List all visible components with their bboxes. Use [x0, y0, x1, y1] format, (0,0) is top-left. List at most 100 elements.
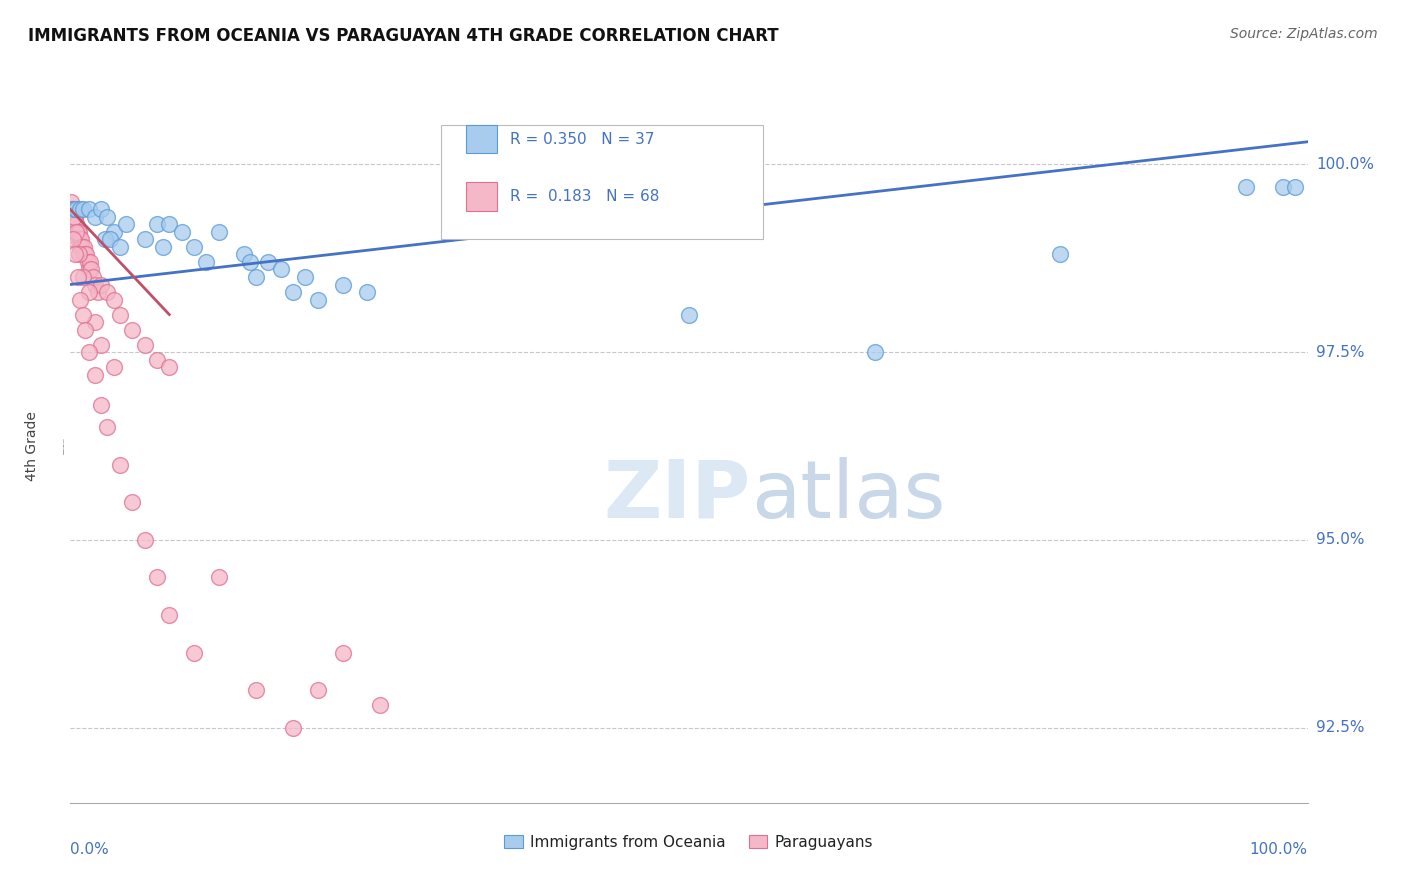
Point	[75, 247, 97, 261]
Point	[96, 210, 118, 224]
FancyBboxPatch shape	[441, 125, 763, 239]
Point	[1284, 179, 1306, 194]
Point	[70, 240, 93, 254]
Text: ZIP: ZIP	[603, 457, 751, 535]
Point	[69, 240, 91, 254]
Point	[79, 255, 101, 269]
Point	[146, 218, 169, 232]
Legend: Immigrants from Oceania, Paraguayans: Immigrants from Oceania, Paraguayans	[498, 829, 880, 855]
Point	[62, 232, 84, 246]
Point	[60, 202, 83, 217]
Point	[863, 345, 886, 359]
Point	[77, 345, 100, 359]
Point	[307, 293, 329, 307]
Point	[73, 240, 96, 254]
Point	[103, 360, 125, 375]
Point	[356, 285, 378, 299]
Point	[103, 293, 125, 307]
Point	[108, 458, 131, 472]
Point	[146, 352, 169, 367]
Point	[96, 285, 118, 299]
Point	[1271, 179, 1294, 194]
Point	[67, 225, 90, 239]
Point	[108, 240, 131, 254]
Point	[90, 277, 112, 292]
Text: 100.0%: 100.0%	[1250, 842, 1308, 857]
Point	[121, 495, 143, 509]
Point	[245, 683, 267, 698]
Text: atlas: atlas	[751, 457, 945, 535]
Point	[368, 698, 391, 713]
Point	[208, 570, 231, 584]
Point	[115, 218, 138, 232]
Point	[103, 225, 125, 239]
Point	[62, 210, 84, 224]
Point	[72, 202, 94, 217]
Point	[678, 308, 700, 322]
Point	[108, 308, 131, 322]
Point	[332, 277, 354, 292]
Point	[195, 255, 218, 269]
Point	[239, 255, 262, 269]
Point	[157, 218, 180, 232]
Point	[134, 533, 156, 547]
Point	[90, 202, 112, 217]
Point	[72, 308, 94, 322]
Point	[84, 277, 107, 292]
Point	[96, 420, 118, 434]
Point	[65, 218, 87, 232]
Point	[257, 255, 280, 269]
Text: 4th Grade: 4th Grade	[25, 411, 39, 481]
Point	[1234, 179, 1257, 194]
Point	[82, 270, 104, 285]
Point	[208, 225, 231, 239]
Point	[77, 202, 100, 217]
Point	[65, 210, 87, 224]
Point	[281, 721, 304, 735]
Point	[270, 262, 292, 277]
Point	[69, 293, 91, 307]
Point	[332, 646, 354, 660]
Text: Source: ZipAtlas.com: Source: ZipAtlas.com	[1230, 27, 1378, 41]
Point	[281, 285, 304, 299]
Point	[170, 225, 193, 239]
Point	[90, 398, 112, 412]
Point	[157, 360, 180, 375]
Point	[294, 270, 316, 285]
Point	[90, 337, 112, 351]
Point	[60, 202, 83, 217]
Point	[65, 218, 87, 232]
Point	[72, 270, 94, 285]
Point	[66, 270, 89, 285]
Point	[63, 210, 86, 224]
Point	[152, 240, 174, 254]
Point	[84, 315, 107, 329]
Text: IMMIGRANTS FROM OCEANIA VS PARAGUAYAN 4TH GRADE CORRELATION CHART: IMMIGRANTS FROM OCEANIA VS PARAGUAYAN 4T…	[28, 27, 779, 45]
Point	[67, 247, 90, 261]
Text: 100.0%: 100.0%	[1316, 157, 1374, 172]
Point	[76, 255, 98, 269]
Point	[98, 232, 121, 246]
Point	[77, 285, 100, 299]
Text: R =  0.183   N = 68: R = 0.183 N = 68	[509, 189, 659, 203]
Point	[86, 285, 108, 299]
Point	[70, 240, 93, 254]
Text: 92.5%: 92.5%	[1316, 720, 1364, 735]
Point	[69, 202, 91, 217]
Bar	[467, 182, 498, 211]
Point	[65, 247, 87, 261]
Point	[67, 232, 90, 246]
Point	[80, 262, 103, 277]
Point	[134, 337, 156, 351]
Point	[63, 210, 86, 224]
Point	[62, 210, 84, 224]
Point	[69, 232, 91, 246]
Point	[63, 218, 86, 232]
Point	[121, 322, 143, 336]
Point	[69, 232, 91, 246]
Point	[75, 322, 97, 336]
Point	[65, 202, 87, 217]
Point	[77, 262, 100, 277]
Point	[134, 232, 156, 246]
Point	[245, 270, 267, 285]
